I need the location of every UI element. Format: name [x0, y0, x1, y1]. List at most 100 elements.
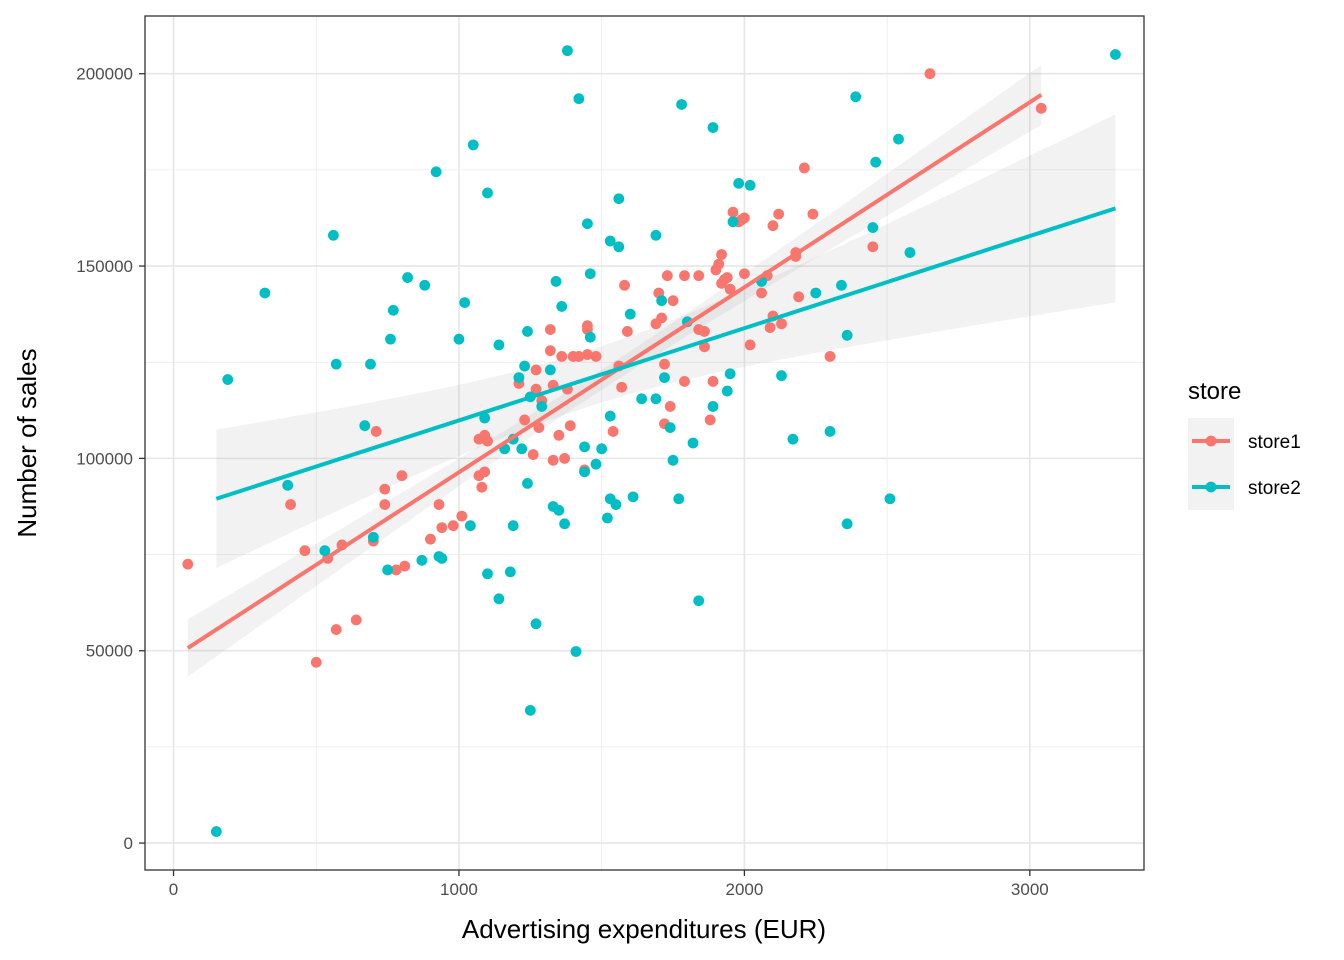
panel-background — [145, 16, 1144, 870]
data-point-store1 — [707, 376, 719, 387]
x-tick-label: 3000 — [1011, 880, 1049, 899]
data-point-store2 — [870, 156, 882, 168]
data-point-store1 — [310, 656, 322, 668]
x-tick-label: 0 — [169, 880, 178, 899]
data-point-store1 — [716, 249, 727, 260]
data-point-store1 — [744, 339, 756, 351]
data-point-store2 — [327, 229, 339, 241]
y-tick-label: 100000 — [76, 449, 133, 468]
data-point-store2 — [584, 331, 596, 343]
y-tick-label: 200000 — [76, 65, 133, 84]
data-point-store1 — [425, 533, 436, 545]
data-point-store2 — [282, 479, 294, 491]
panel-border — [144, 15, 1145, 871]
data-point-store2 — [707, 401, 719, 412]
data-point-store2 — [402, 272, 413, 283]
data-point-store1 — [476, 481, 488, 493]
data-point-store2 — [464, 520, 476, 532]
data-point-store2 — [733, 177, 745, 189]
data-point-store2 — [556, 301, 568, 312]
data-point-store2 — [627, 491, 639, 503]
data-point-store1 — [379, 499, 391, 510]
data-point-store2 — [459, 297, 471, 308]
data-point-store2 — [536, 401, 548, 412]
data-point-store1 — [767, 220, 779, 232]
data-point-store2 — [382, 564, 394, 576]
point-layer — [182, 45, 1121, 837]
data-point-store2 — [416, 554, 428, 566]
data-point-store1 — [582, 349, 593, 360]
data-point-store2 — [493, 593, 505, 605]
data-point-store2 — [744, 179, 756, 191]
data-point-store2 — [650, 229, 662, 241]
data-point-store1 — [699, 341, 710, 353]
data-point-store2 — [721, 385, 733, 397]
data-point-store1 — [182, 558, 194, 570]
data-point-store1 — [553, 429, 565, 441]
data-point-store2 — [430, 166, 442, 178]
data-point-store1 — [807, 208, 819, 220]
data-point-store2 — [850, 91, 862, 103]
data-point-store2 — [590, 458, 602, 470]
fit-line-store2 — [215, 206, 1117, 501]
data-point-store1 — [867, 241, 879, 253]
data-point-store2 — [553, 504, 565, 516]
data-point-store2 — [584, 268, 596, 280]
data-point-store2 — [562, 45, 573, 57]
y-tick-label: 0 — [124, 834, 133, 853]
data-point-store2 — [841, 329, 853, 341]
data-point-store1 — [607, 426, 619, 437]
legend-title: store — [1188, 378, 1241, 405]
data-point-store2 — [596, 443, 608, 455]
data-point-store2 — [513, 372, 525, 384]
data-point-store1 — [661, 270, 673, 282]
data-point-store1 — [756, 287, 767, 299]
data-point-store2 — [467, 139, 479, 151]
data-point-store1 — [721, 272, 733, 283]
axis-layer: 0 1000 2000 3000 0 50000 100000 150000 200000 — [76, 65, 1048, 899]
data-point-store1 — [519, 414, 531, 426]
data-point-store2 — [727, 216, 739, 228]
data-point-store1 — [433, 499, 445, 510]
legend-label-store2: store2 — [1248, 478, 1301, 499]
data-point-store2 — [787, 433, 799, 445]
data-point-store2 — [550, 276, 562, 287]
data-point-store2 — [724, 368, 736, 380]
data-point-store1 — [793, 291, 805, 303]
data-point-store2 — [522, 477, 533, 489]
data-point-store2 — [884, 493, 896, 505]
data-point-store2 — [659, 372, 670, 384]
data-point-store2 — [319, 545, 331, 557]
data-point-store1 — [693, 270, 705, 282]
data-point-store2 — [330, 358, 342, 370]
data-point-store2 — [610, 499, 622, 510]
data-point-store2 — [624, 308, 636, 320]
plot-panel — [144, 15, 1145, 871]
data-point-store2 — [841, 518, 853, 530]
data-point-store1 — [727, 206, 739, 218]
data-point-store1 — [621, 326, 633, 337]
data-point-store2 — [693, 595, 705, 607]
data-point-store2 — [656, 295, 668, 307]
data-point-store1 — [656, 312, 668, 324]
data-point-store1 — [370, 426, 382, 437]
data-point-store1 — [713, 258, 725, 270]
data-point-store2 — [904, 247, 916, 258]
grid-layer — [145, 16, 1144, 870]
data-point-store2 — [776, 370, 787, 382]
data-point-store1 — [1035, 102, 1047, 114]
data-point-store2 — [570, 646, 582, 657]
data-point-store1 — [739, 268, 750, 280]
data-point-store1 — [679, 376, 690, 387]
data-point-store1 — [447, 520, 459, 532]
data-point-store2 — [673, 493, 685, 505]
data-point-store1 — [350, 614, 362, 626]
data-point-store2 — [530, 618, 542, 630]
data-point-store2 — [667, 454, 679, 466]
data-point-store2 — [222, 374, 234, 385]
data-point-store1 — [699, 326, 710, 337]
data-point-store1 — [773, 208, 785, 220]
data-point-store1 — [619, 279, 630, 291]
data-point-store2 — [604, 235, 616, 247]
